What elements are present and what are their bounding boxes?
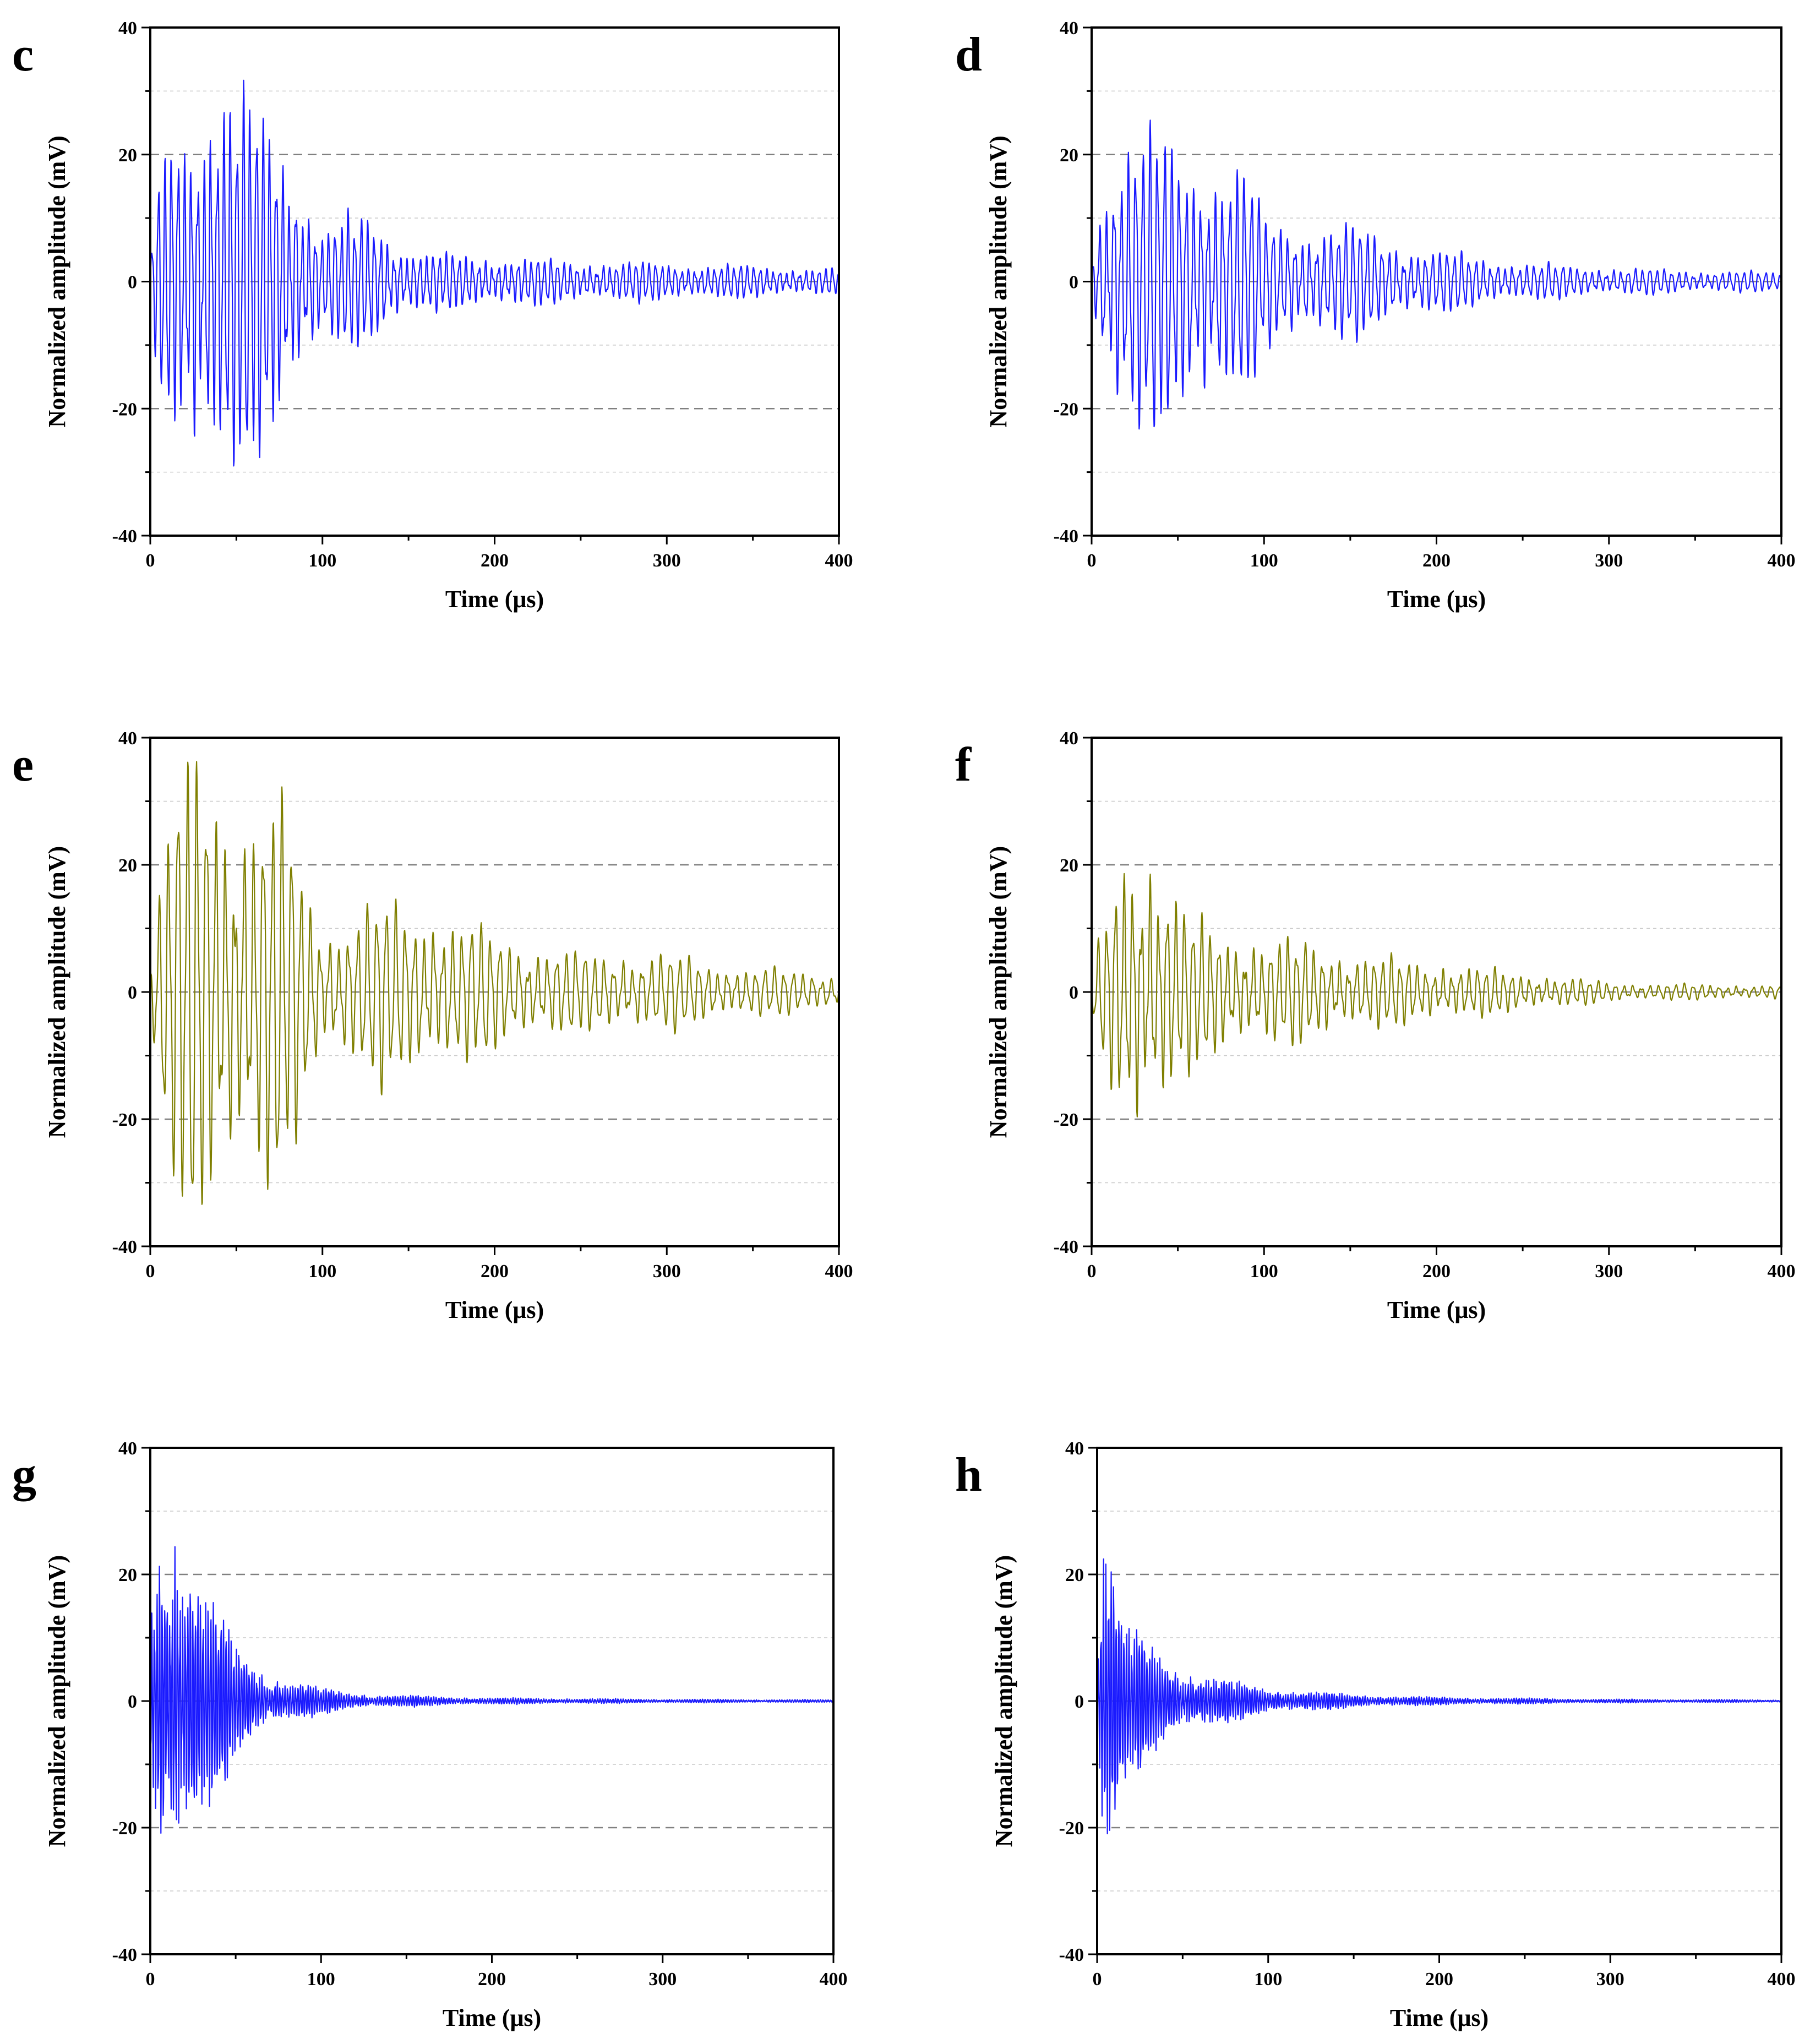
x-axis-title: Time (μs)	[445, 1296, 544, 1323]
y-tick-label: 40	[118, 18, 137, 39]
y-tick-label: 20	[1060, 855, 1078, 876]
x-tick-label: 300	[653, 550, 681, 571]
y-tick-label: -20	[112, 1818, 137, 1839]
y-axis-title: Normalized amplitude (mV)	[43, 846, 70, 1138]
chart-panel-e: 0 100 200 300 400 -40 -20 0 20 40 Time (μs) Normali…	[12, 728, 853, 1323]
y-tick-label: -20	[112, 399, 137, 419]
x-tick-label: 0	[146, 1969, 155, 1990]
y-tick-label: -20	[112, 1110, 137, 1130]
panel-letter: f	[955, 738, 972, 792]
y-tick-label: 0	[1069, 983, 1078, 1003]
x-tick-label: 400	[825, 1261, 853, 1282]
chart-panel-f: 0 100 200 300 400 -40 -20 0 20 40 Time (μs) Normali…	[955, 728, 1796, 1323]
x-axis-title: Time (μs)	[443, 2004, 541, 2031]
x-tick-label: 200	[478, 1969, 506, 1990]
y-tick-label: 40	[1060, 728, 1078, 749]
x-tick-label: 400	[1768, 1969, 1796, 1990]
y-tick-label: 40	[1065, 1438, 1084, 1459]
y-tick-label: -40	[1054, 526, 1078, 547]
x-tick-label: 300	[648, 1969, 677, 1990]
y-tick-label: 0	[128, 1692, 137, 1712]
x-tick-label: 0	[1087, 1261, 1097, 1282]
panel-letter: g	[12, 1448, 36, 1502]
y-tick-label: -20	[1054, 399, 1078, 419]
chart-panel-d: 0 100 200 300 400 -40 -20 0 20 40 Time (μs) Normali…	[955, 18, 1796, 613]
x-tick-label: 300	[1595, 550, 1623, 571]
x-axis-title: Time (μs)	[1387, 1296, 1486, 1323]
y-tick-label: 20	[1065, 1565, 1084, 1585]
x-tick-label: 300	[1595, 1261, 1623, 1282]
x-axis-title: Time (μs)	[1387, 586, 1486, 613]
x-tick-label: 0	[146, 1261, 155, 1282]
y-axis-title: Normalized amplitude (mV)	[990, 1555, 1017, 1847]
y-tick-label: 20	[1060, 145, 1078, 166]
chart-panel-g: 0 100 200 300 400 -40 -20 0 20 40 Time (μs) Normali…	[12, 1438, 848, 2031]
y-tick-label: 0	[1069, 272, 1078, 293]
y-tick-label: -40	[1059, 1945, 1084, 1965]
x-axis-title: Time (μs)	[1390, 2004, 1489, 2031]
y-tick-label: -20	[1054, 1110, 1078, 1130]
series-line	[149, 1546, 834, 1834]
y-axis-title: Normalized amplitude (mV)	[43, 135, 70, 427]
panel-letter: h	[955, 1448, 982, 1502]
panel-letter: d	[955, 28, 982, 81]
series-line	[1091, 873, 1782, 1118]
x-tick-label: 100	[1250, 550, 1278, 571]
x-tick-label: 100	[1250, 1261, 1278, 1282]
x-tick-label: 0	[1093, 1969, 1102, 1990]
y-tick-label: 0	[128, 983, 137, 1003]
x-tick-label: 400	[1768, 1261, 1796, 1282]
x-tick-label: 200	[1422, 1261, 1451, 1282]
x-tick-label: 300	[1596, 1969, 1624, 1990]
y-axis-title: Normalized amplitude (mV)	[985, 135, 1012, 427]
x-tick-label: 100	[308, 550, 336, 571]
series-line	[149, 79, 839, 467]
series-line	[149, 761, 840, 1205]
x-tick-label: 100	[308, 1261, 336, 1282]
y-tick-label: 40	[118, 728, 137, 749]
y-tick-label: -20	[1059, 1818, 1084, 1839]
y-tick-label: 40	[118, 1438, 137, 1459]
x-tick-label: 200	[1425, 1969, 1453, 1990]
y-tick-label: 20	[118, 855, 137, 876]
y-tick-label: 20	[118, 1565, 137, 1585]
x-tick-label: 400	[820, 1969, 848, 1990]
series-line	[1091, 119, 1782, 430]
y-tick-label: -40	[1054, 1237, 1078, 1257]
y-tick-label: 20	[118, 145, 137, 166]
y-tick-label: -40	[112, 1237, 137, 1257]
panel-letter: e	[12, 738, 34, 792]
x-tick-label: 100	[1254, 1969, 1282, 1990]
x-tick-label: 100	[307, 1969, 335, 1990]
x-tick-label: 0	[1087, 550, 1097, 571]
y-tick-label: -40	[112, 526, 137, 547]
x-tick-label: 200	[481, 550, 509, 571]
y-tick-label: 0	[128, 272, 137, 293]
panel-letter: c	[12, 28, 34, 81]
chart-panel-c: 0 100 200 300 400 -40 -20 0 20 40 Time (μs) Normali…	[12, 18, 853, 613]
x-tick-label: 300	[653, 1261, 681, 1282]
y-tick-label: 40	[1060, 18, 1078, 39]
x-tick-label: 200	[481, 1261, 509, 1282]
x-tick-label: 400	[825, 550, 853, 571]
series-line	[1096, 1558, 1782, 1835]
y-axis-title: Normalized amplitude (mV)	[43, 1555, 70, 1847]
chart-panel-h: 0 100 200 300 400 -40 -20 0 20 40 Time (μs) Normali…	[955, 1438, 1796, 2031]
x-tick-label: 200	[1422, 550, 1451, 571]
x-axis-title: Time (μs)	[445, 586, 544, 613]
y-tick-label: -40	[112, 1945, 137, 1965]
x-tick-label: 400	[1768, 550, 1796, 571]
y-tick-label: 0	[1075, 1692, 1084, 1712]
y-axis-title: Normalized amplitude (mV)	[985, 846, 1012, 1138]
x-tick-label: 0	[146, 550, 155, 571]
